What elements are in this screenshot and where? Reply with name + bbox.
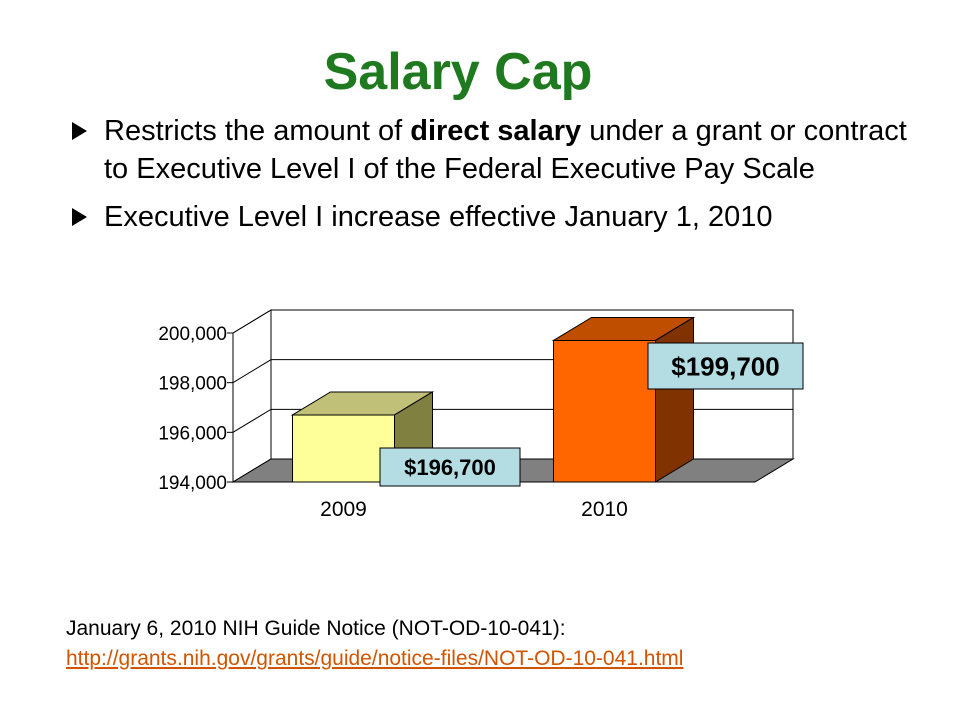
data-label: $196,700 [404,455,496,480]
data-label-box [647,342,804,390]
y-tick-label: 196,000 [158,423,227,444]
footer: January 6, 2010 NIH Guide Notice (NOT-OD… [66,614,683,674]
bullet-text-start: Restricts the amount of [104,115,411,147]
bullet-text-bold: direct salary [410,115,582,147]
bullet-item: Restricts the amount of direct salary un… [72,112,912,188]
slide-title: Salary Cap [323,43,593,101]
data-label-box [379,447,521,487]
footer-note: January 6, 2010 NIH Guide Notice (NOT-OD… [66,617,566,640]
bar-2009-front [292,414,395,483]
arrow-bullet-icon [72,122,87,140]
notice-link[interactable]: http://grants.nih.gov/grants/guide/notic… [66,647,684,670]
bullet-list: Restricts the amount of direct salary un… [72,112,912,246]
bar-2010-front [553,339,656,483]
data-label: $199,700 [671,351,779,381]
x-tick-label: 2009 [320,498,367,521]
y-tick-label: 198,000 [158,374,227,395]
bar-2010-side [655,316,694,483]
x-tick-label: 2010 [581,498,628,521]
bullet-item: Executive Level I increase effective Jan… [72,198,912,236]
gridline [232,309,793,334]
bullet-text-end: under a grant or contract to Executive L… [104,115,907,185]
y-tick-label: 194,000 [158,473,227,494]
arrow-bullet-icon [72,208,87,226]
bullet-text: Executive Level I increase effective Jan… [104,201,773,233]
chart-side-wall [232,309,272,483]
y-tick-label: 200,000 [158,324,227,345]
